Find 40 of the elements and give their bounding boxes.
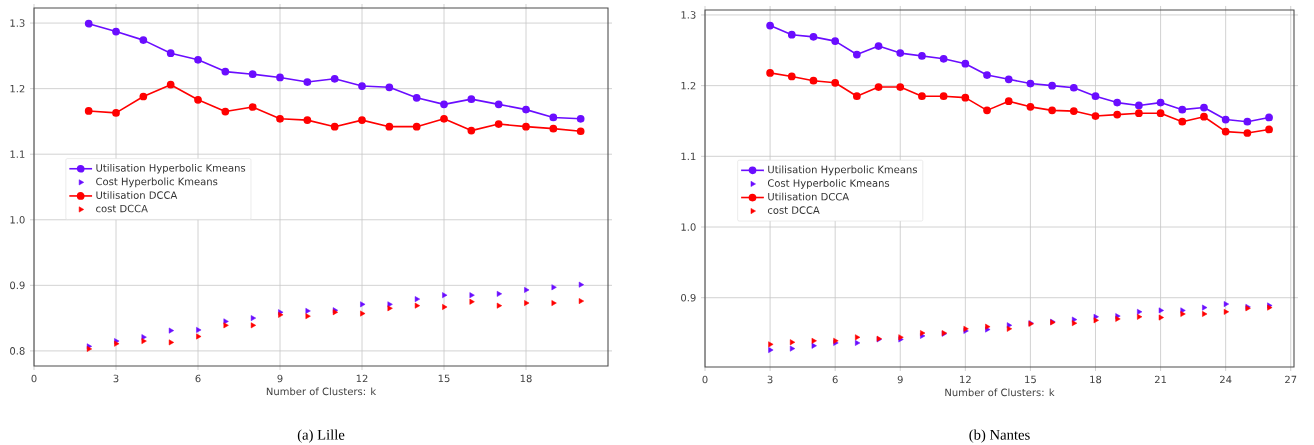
y-tick-label: 1.0 [681,223,696,231]
x-tick-label: 21 [1154,375,1167,384]
x-tick-label: 12 [960,375,971,384]
x-tick-label: 3 [113,374,119,383]
legend-label: Utilisation DCCA [96,191,178,199]
x-tick-label: 15 [438,374,450,383]
y-tick-label: 1.3 [681,11,696,19]
x-tick-label: 9 [897,375,903,384]
x-axis-title: Number of Clusters: k [945,388,1055,397]
y-tick-label: 1.3 [10,19,25,27]
x-tick-label: 27 [1285,375,1297,384]
x-tick-label: 15 [1025,375,1036,384]
legend-label: cost DCCA [767,206,820,214]
y-tick-label: 0.9 [10,281,25,290]
x-tick-label: 24 [1220,375,1232,384]
x-tick-label: 9 [277,374,283,383]
x-tick-label: 0 [702,375,708,384]
legend-label: Cost Hyperbolic Kmeans [96,177,218,188]
legend-label: Utilisation DCCA [768,192,850,201]
y-tick-label: 0.8 [10,347,25,355]
y-tick-label: 1.0 [10,215,25,224]
y-tick-label: 1.1 [10,150,25,158]
text: (b) Nantes [969,429,1030,443]
legend-label: Cost Hyperbolic Kmeans [767,179,890,189]
x-tick-label: 6 [195,374,201,383]
x-tick-label: 3 [767,375,773,384]
legend-label: cost DCCA [96,204,148,213]
x-tick-label: 18 [520,374,532,383]
y-tick-label: 0.9 [681,293,696,302]
x-tick-label: 0 [31,374,37,383]
text: (a) Lille [297,429,345,443]
y-tick-label: 1.1 [681,152,696,160]
y-tick-label: 1.2 [681,81,696,90]
legend-label: Utilisation Hyperbolic Kmeans [768,165,918,176]
x-tick-label: 6 [832,375,838,384]
x-axis-title: Number of Clusters: k [266,387,377,396]
legend-label: Utilisation Hyperbolic Kmeans [96,163,246,174]
x-tick-label: 12 [356,374,368,383]
x-tick-label: 18 [1090,375,1102,384]
y-tick-label: 1.2 [10,84,25,93]
